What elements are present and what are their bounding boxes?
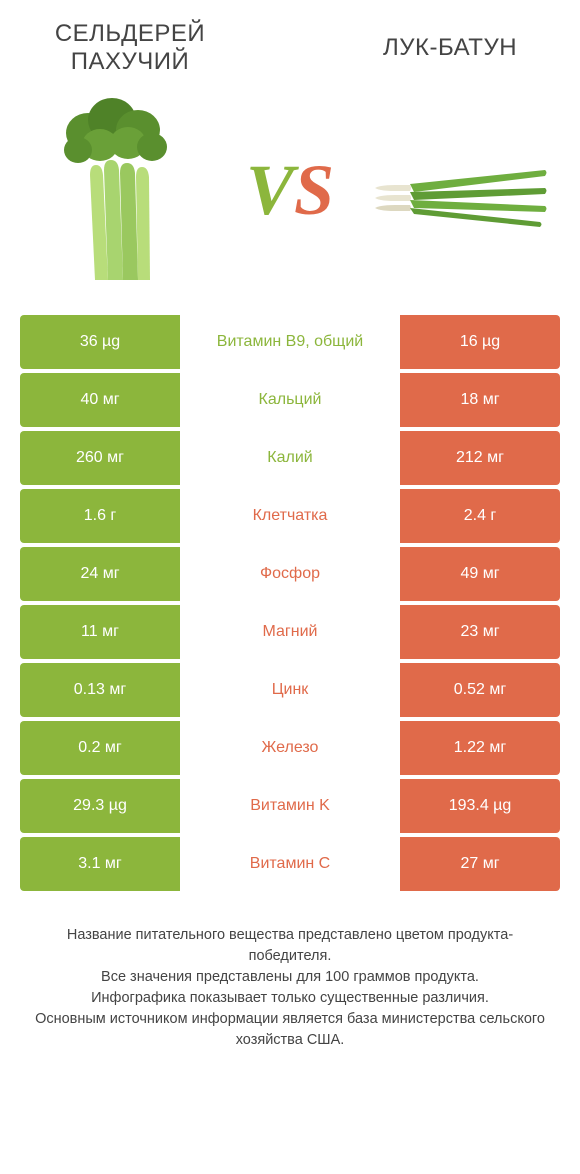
nutrient-name-cell: Клетчатка [180,489,400,543]
nutrition-table: 36 µgВитамин B9, общий16 µg40 мгКальций1… [0,315,580,891]
nutrient-name-cell: Железо [180,721,400,775]
footer-line: Основным источником информации является … [30,1009,550,1051]
table-row: 40 мгКальций18 мг [20,373,560,427]
green-onion-icon [370,140,550,240]
nutrient-name-cell: Витамин B9, общий [180,315,400,369]
left-product-title: СЕЛЬДЕРЕЙ ПАХУЧИЙ [30,20,230,75]
left-value-cell: 40 мг [20,373,180,427]
left-product-image [30,95,210,285]
right-value-cell: 2.4 г [400,489,560,543]
left-value-cell: 36 µg [20,315,180,369]
table-row: 36 µgВитамин B9, общий16 µg [20,315,560,369]
footer-notes: Название питательного вещества представл… [0,895,580,1051]
left-value-cell: 1.6 г [20,489,180,543]
nutrient-name-cell: Витамин C [180,837,400,891]
left-value-cell: 24 мг [20,547,180,601]
left-value-cell: 29.3 µg [20,779,180,833]
vs-label: VS [246,154,334,226]
table-row: 260 мгКалий212 мг [20,431,560,485]
right-value-cell: 212 мг [400,431,560,485]
table-row: 3.1 мгВитамин C27 мг [20,837,560,891]
nutrient-name-cell: Витамин K [180,779,400,833]
right-value-cell: 16 µg [400,315,560,369]
table-row: 24 мгФосфор49 мг [20,547,560,601]
left-value-cell: 11 мг [20,605,180,659]
nutrient-name-cell: Кальций [180,373,400,427]
nutrient-name-cell: Калий [180,431,400,485]
left-value-cell: 3.1 мг [20,837,180,891]
right-value-cell: 193.4 µg [400,779,560,833]
vs-v: V [246,150,294,230]
right-value-cell: 1.22 мг [400,721,560,775]
right-value-cell: 0.52 мг [400,663,560,717]
left-value-cell: 260 мг [20,431,180,485]
left-value-cell: 0.2 мг [20,721,180,775]
footer-line: Инфографика показывает только существенн… [30,988,550,1009]
nutrient-name-cell: Фосфор [180,547,400,601]
header: СЕЛЬДЕРЕЙ ПАХУЧИЙ ЛУК-БАТУН [0,0,580,85]
table-row: 1.6 гКлетчатка2.4 г [20,489,560,543]
footer-line: Все значения представлены для 100 граммо… [30,967,550,988]
right-value-cell: 49 мг [400,547,560,601]
nutrient-name-cell: Цинк [180,663,400,717]
table-row: 0.2 мгЖелезо1.22 мг [20,721,560,775]
table-row: 11 мгМагний23 мг [20,605,560,659]
right-value-cell: 23 мг [400,605,560,659]
vs-s: S [294,150,334,230]
images-row: VS [0,85,580,315]
right-product-title: ЛУК-БАТУН [350,34,550,62]
right-value-cell: 18 мг [400,373,560,427]
table-row: 29.3 µgВитамин K193.4 µg [20,779,560,833]
table-row: 0.13 мгЦинк0.52 мг [20,663,560,717]
left-value-cell: 0.13 мг [20,663,180,717]
right-value-cell: 27 мг [400,837,560,891]
celery-icon [40,95,200,285]
nutrient-name-cell: Магний [180,605,400,659]
footer-line: Название питательного вещества представл… [30,925,550,967]
right-product-image [370,95,550,285]
